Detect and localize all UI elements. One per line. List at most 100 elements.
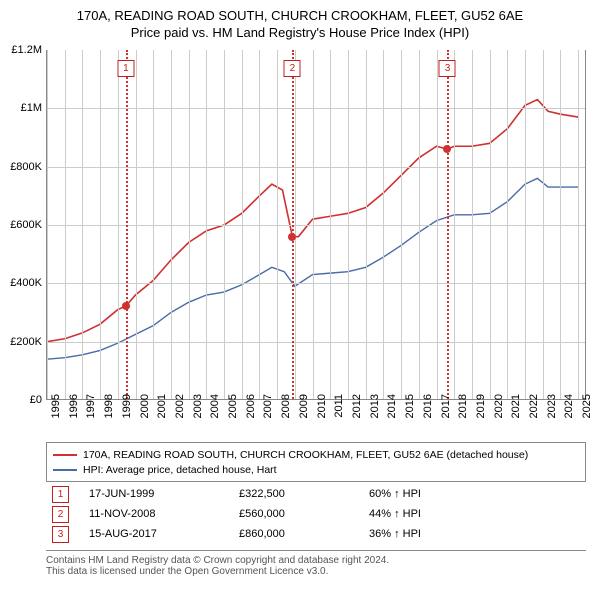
sale-marker-num: 2 bbox=[52, 506, 69, 523]
x-axis-label: 2007 bbox=[262, 394, 274, 424]
gridline-v bbox=[330, 50, 331, 399]
x-axis-label: 2016 bbox=[422, 394, 434, 424]
y-axis-label: £800K bbox=[2, 161, 42, 173]
sale-marker-box: 2 bbox=[284, 60, 301, 77]
gridline-v bbox=[82, 50, 83, 399]
x-axis-label: 2024 bbox=[563, 394, 575, 424]
y-axis-label: £400K bbox=[2, 277, 42, 289]
gridline-v bbox=[419, 50, 420, 399]
x-axis-label: 2008 bbox=[280, 394, 292, 424]
gridline-v bbox=[242, 50, 243, 399]
plot-region: 1 2 3 bbox=[46, 50, 586, 400]
legend-swatch-blue bbox=[53, 469, 77, 471]
gridline-v bbox=[313, 50, 314, 399]
gridline-v bbox=[136, 50, 137, 399]
gridline-v bbox=[277, 50, 278, 399]
x-axis-label: 2005 bbox=[227, 394, 239, 424]
gridline-v bbox=[100, 50, 101, 399]
y-axis-label: £1M bbox=[2, 102, 42, 114]
sale-price: £860,000 bbox=[239, 528, 349, 540]
x-axis-label: 2001 bbox=[156, 394, 168, 424]
gridline-v bbox=[206, 50, 207, 399]
sale-date: 17-JUN-1999 bbox=[89, 488, 219, 500]
x-axis-label: 2010 bbox=[316, 394, 328, 424]
gridline-v bbox=[348, 50, 349, 399]
sale-hpi: 36% ↑ HPI bbox=[369, 528, 489, 540]
legend-label: HPI: Average price, detached house, Hart bbox=[83, 464, 277, 476]
y-axis-label: £600K bbox=[2, 219, 42, 231]
title-subtitle: Price paid vs. HM Land Registry's House … bbox=[0, 25, 600, 40]
sale-marker-dot bbox=[122, 302, 130, 310]
gridline-v bbox=[259, 50, 260, 399]
x-axis-label: 2006 bbox=[245, 394, 257, 424]
x-axis-label: 2004 bbox=[209, 394, 221, 424]
y-axis-label: £0 bbox=[2, 394, 42, 406]
x-axis-label: 2003 bbox=[192, 394, 204, 424]
gridline-v bbox=[472, 50, 473, 399]
y-axis-label: £1.2M bbox=[2, 44, 42, 56]
sale-price: £322,500 bbox=[239, 488, 349, 500]
gridline-v bbox=[383, 50, 384, 399]
gridline-v bbox=[189, 50, 190, 399]
sale-hpi: 44% ↑ HPI bbox=[369, 508, 489, 520]
y-axis-label: £200K bbox=[2, 336, 42, 348]
x-axis-label: 1997 bbox=[85, 394, 97, 424]
attribution: Contains HM Land Registry data © Crown c… bbox=[46, 550, 586, 577]
x-axis-label: 2020 bbox=[493, 394, 505, 424]
chart-container: 170A, READING ROAD SOUTH, CHURCH CROOKHA… bbox=[0, 0, 600, 590]
x-axis-label: 1995 bbox=[50, 394, 62, 424]
gridline-v bbox=[437, 50, 438, 399]
sale-vline bbox=[126, 50, 128, 399]
title-address: 170A, READING ROAD SOUTH, CHURCH CROOKHA… bbox=[0, 8, 600, 23]
gridline-v bbox=[153, 50, 154, 399]
sale-vline bbox=[447, 50, 449, 399]
x-axis-label: 1998 bbox=[103, 394, 115, 424]
gridline-v bbox=[454, 50, 455, 399]
x-axis-label: 2000 bbox=[139, 394, 151, 424]
gridline-v bbox=[366, 50, 367, 399]
gridline-v bbox=[65, 50, 66, 399]
gridline-v bbox=[543, 50, 544, 399]
gridline-v bbox=[118, 50, 119, 399]
chart-area: 123 £0£200K£400K£600K£800K£1M£1.2M199519… bbox=[46, 50, 586, 400]
gridline-v bbox=[490, 50, 491, 399]
x-axis-label: 2021 bbox=[510, 394, 522, 424]
sale-vline bbox=[292, 50, 294, 399]
x-axis-label: 1996 bbox=[68, 394, 80, 424]
x-axis-label: 2017 bbox=[440, 394, 452, 424]
gridline-v bbox=[295, 50, 296, 399]
x-axis-label: 2023 bbox=[546, 394, 558, 424]
x-axis-label: 2009 bbox=[298, 394, 310, 424]
gridline-v bbox=[507, 50, 508, 399]
sale-marker-box: 3 bbox=[439, 60, 456, 77]
legend-item-price: 170A, READING ROAD SOUTH, CHURCH CROOKHA… bbox=[53, 447, 579, 462]
x-axis-label: 2002 bbox=[174, 394, 186, 424]
gridline-v bbox=[560, 50, 561, 399]
x-axis-label: 2011 bbox=[333, 394, 345, 424]
sale-row: 3 15-AUG-2017 £860,000 36% ↑ HPI bbox=[46, 524, 586, 544]
gridline-v bbox=[224, 50, 225, 399]
gridline-v bbox=[47, 50, 48, 399]
x-axis-label: 2025 bbox=[581, 394, 593, 424]
sale-marker-box: 1 bbox=[117, 60, 134, 77]
gridline-v bbox=[171, 50, 172, 399]
legend-swatch-red bbox=[53, 454, 77, 456]
x-axis-label: 2019 bbox=[475, 394, 487, 424]
legend-item-hpi: HPI: Average price, detached house, Hart bbox=[53, 462, 579, 477]
legend-label: 170A, READING ROAD SOUTH, CHURCH CROOKHA… bbox=[83, 449, 528, 461]
gridline-v bbox=[401, 50, 402, 399]
attribution-line: Contains HM Land Registry data © Crown c… bbox=[46, 555, 586, 566]
gridline-v bbox=[578, 50, 579, 399]
sale-date: 15-AUG-2017 bbox=[89, 528, 219, 540]
legend: 170A, READING ROAD SOUTH, CHURCH CROOKHA… bbox=[46, 442, 586, 482]
sale-hpi: 60% ↑ HPI bbox=[369, 488, 489, 500]
attribution-line: This data is licensed under the Open Gov… bbox=[46, 566, 586, 577]
sale-marker-dot bbox=[443, 145, 451, 153]
gridline-v bbox=[525, 50, 526, 399]
sale-row: 1 17-JUN-1999 £322,500 60% ↑ HPI bbox=[46, 484, 586, 504]
x-axis-label: 2018 bbox=[457, 394, 469, 424]
x-axis-label: 2015 bbox=[404, 394, 416, 424]
sale-marker-num: 3 bbox=[52, 526, 69, 543]
sales-table: 1 17-JUN-1999 £322,500 60% ↑ HPI 2 11-NO… bbox=[46, 484, 586, 544]
sale-price: £560,000 bbox=[239, 508, 349, 520]
